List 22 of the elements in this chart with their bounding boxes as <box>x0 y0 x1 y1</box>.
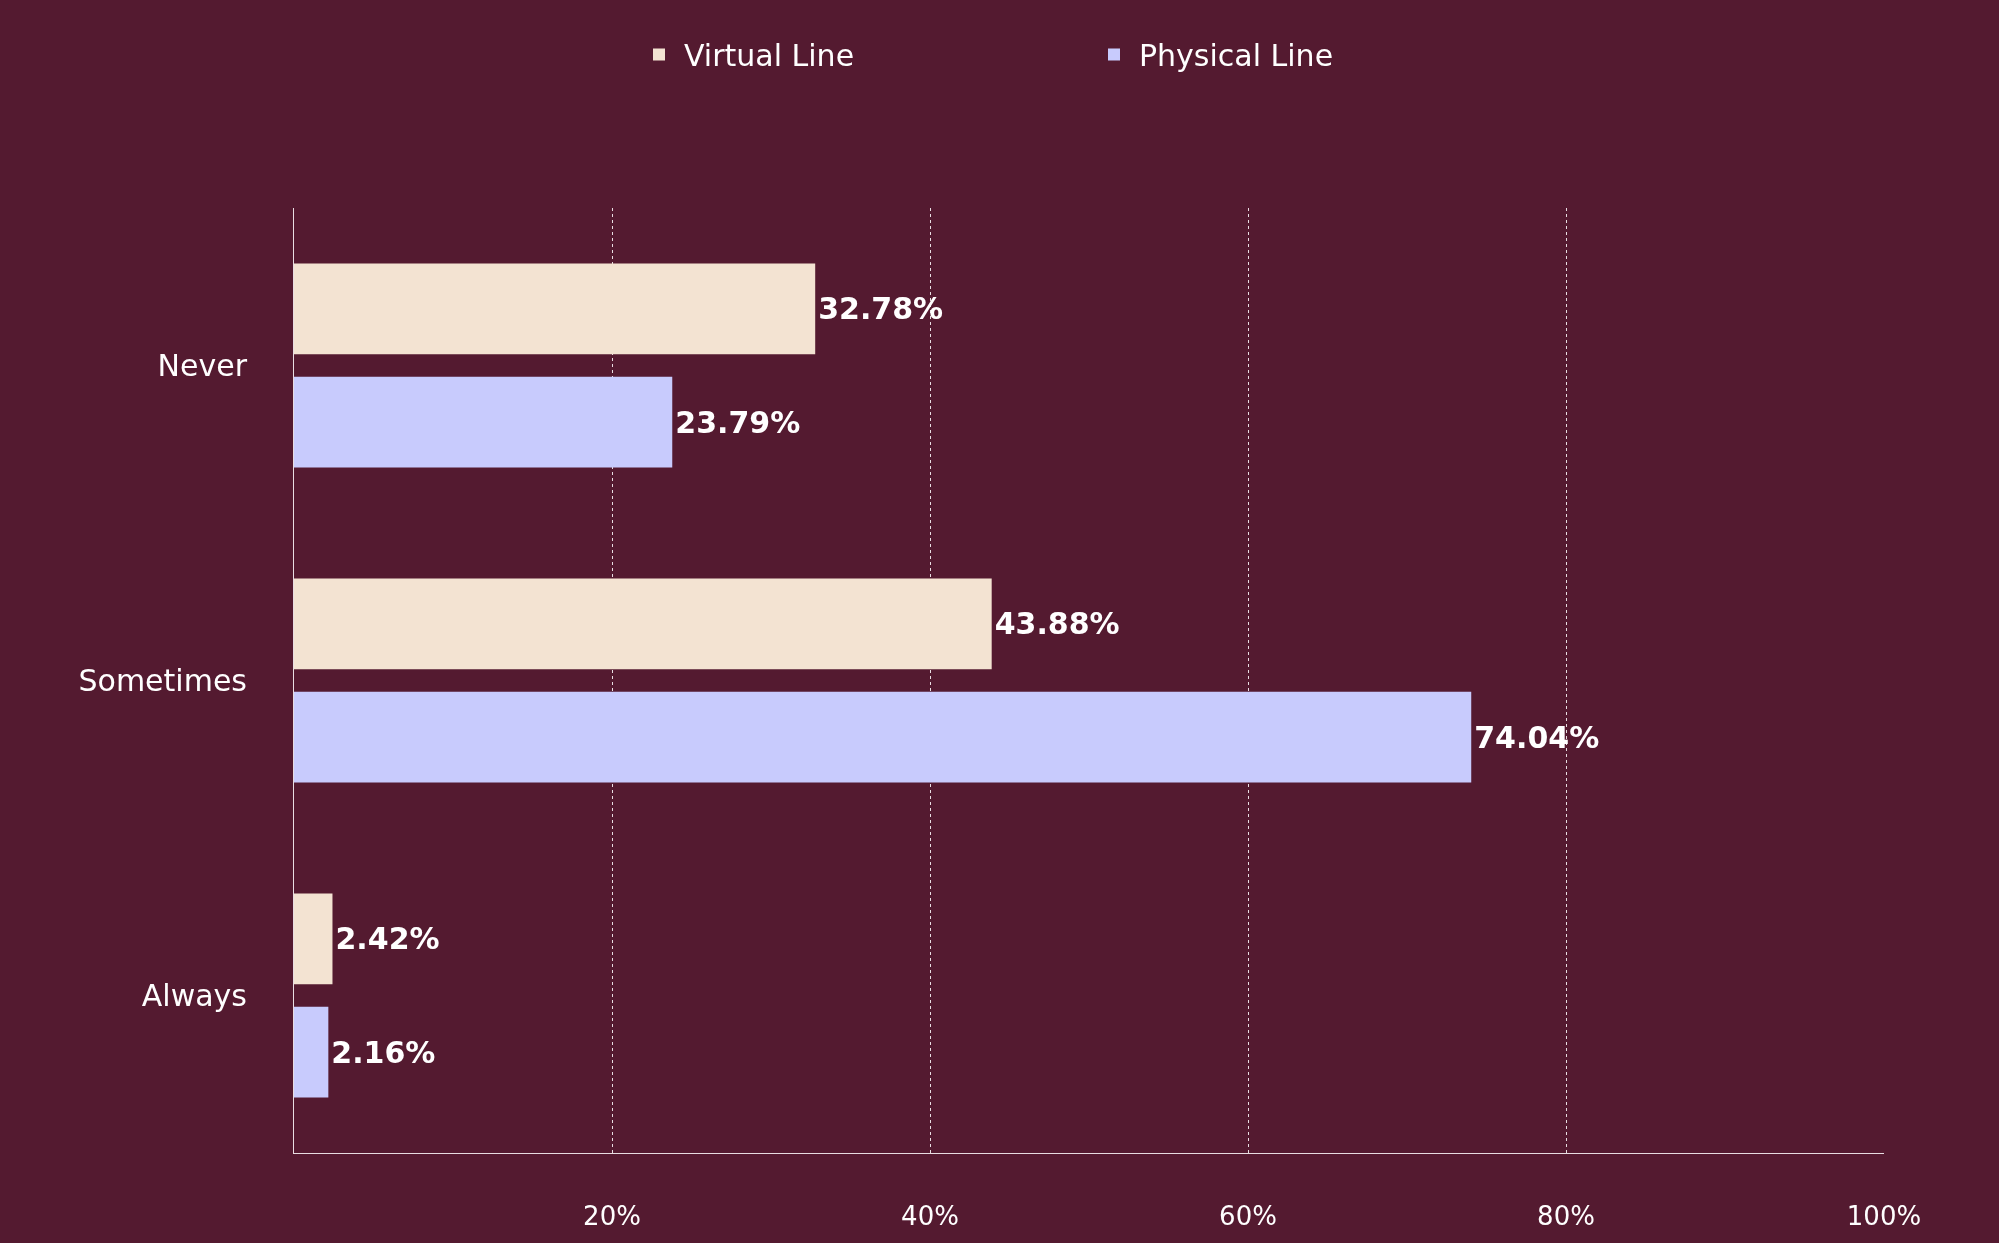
x-tick-label: 40% <box>901 1201 959 1232</box>
bar <box>294 1006 329 1098</box>
bar <box>294 691 1472 783</box>
x-tick-label: 20% <box>583 1201 641 1232</box>
x-tick-label: 100% <box>1846 1201 1922 1232</box>
data-label: 2.16% <box>331 1034 436 1070</box>
x-tick-label: 60% <box>1219 1201 1277 1232</box>
x-tick-label: 80% <box>1537 1201 1595 1232</box>
y-tick-label: Always <box>141 978 247 1013</box>
data-label: 43.88% <box>994 606 1120 642</box>
legend-label: Physical Line <box>1139 38 1334 74</box>
bar <box>294 376 673 468</box>
bar <box>294 263 816 355</box>
legend-label: Virtual Line <box>684 38 855 74</box>
data-label: 23.79% <box>675 404 801 440</box>
bar <box>294 893 333 985</box>
bar <box>294 578 992 670</box>
y-tick-label: Sometimes <box>78 663 247 698</box>
data-label: 32.78% <box>818 291 944 327</box>
data-label: 2.42% <box>335 921 440 957</box>
y-tick-label: Never <box>157 348 248 383</box>
data-label: 74.04% <box>1474 719 1600 755</box>
